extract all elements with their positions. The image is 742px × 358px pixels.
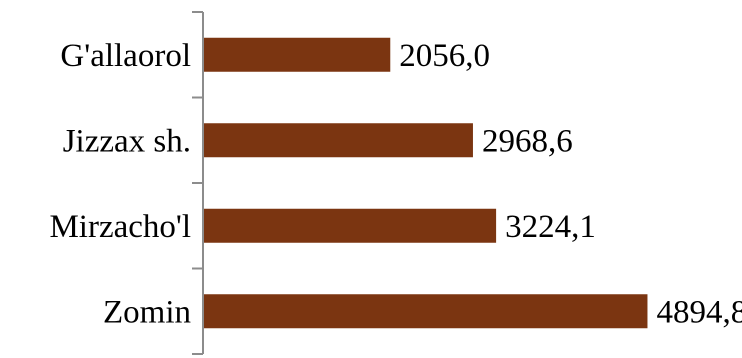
- category-label: G'allaorol: [60, 38, 191, 74]
- category-label: Jizzax sh.: [63, 123, 191, 159]
- bar: [204, 294, 648, 329]
- category-label: Zomin: [103, 294, 191, 330]
- bar: [204, 123, 473, 158]
- bar: [204, 208, 497, 243]
- category-label: Mirzacho'l: [49, 209, 191, 245]
- category-labels: G'allaorol Jizzax sh. Mirzacho'l Zomin: [49, 38, 191, 331]
- data-label: 4894,8: [656, 294, 742, 330]
- value-labels: 2056,0 2968,6 3224,1 4894,8: [399, 38, 742, 331]
- bar: [204, 37, 391, 72]
- data-label: 3224,1: [505, 209, 596, 245]
- data-label: 2056,0: [399, 38, 490, 74]
- y-axis: [192, 11, 204, 355]
- bars: [204, 37, 648, 329]
- data-label: 2968,6: [482, 123, 573, 159]
